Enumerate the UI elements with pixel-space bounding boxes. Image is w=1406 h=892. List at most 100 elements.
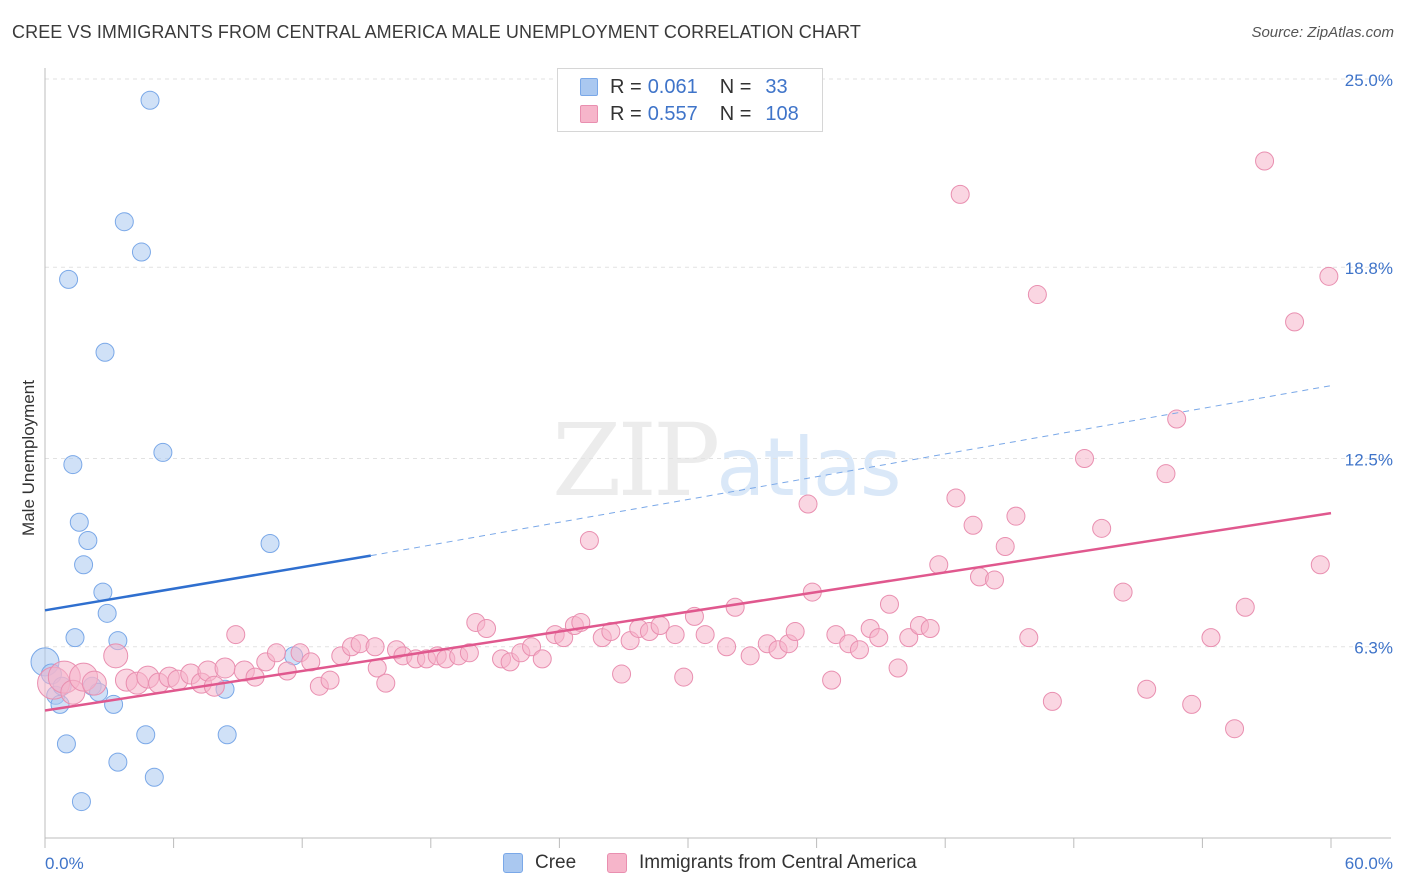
immigrants-point [717,637,737,657]
immigrants-point [477,619,497,639]
immigrants-point [522,637,542,657]
immigrants-point [785,622,805,642]
source-label: Source: ZipAtlas.com [1251,24,1394,41]
immigrants-point [320,670,340,690]
y-tick-label: 6.3% [1354,639,1393,658]
legend-row-cree: R = 0.061 N = 33 [580,74,788,100]
cree-trend-extension [370,385,1332,557]
cree-point [140,90,160,110]
immigrants-point [81,670,107,696]
cree-point [71,792,91,812]
cree-point [108,752,128,772]
cree-point [59,269,79,289]
legend-swatch-immigrants [607,853,627,873]
immigrants-point [579,530,599,550]
immigrants-point [459,643,479,663]
legend-n-label: N = [719,102,752,125]
legend-r-value: 0.061 [647,75,698,98]
immigrants-point [740,646,760,666]
cree-point [114,212,134,232]
immigrants-point [214,657,236,679]
legend-row-immigrants: R = 0.557 N = 108 [580,101,799,127]
immigrants-point [277,661,297,681]
immigrants-point [1319,266,1339,286]
immigrants-point [674,667,694,687]
y-tick-label: 25.0% [1345,71,1393,90]
immigrants-point [695,625,715,645]
immigrants-point [365,637,385,657]
immigrants-point [963,515,983,535]
cree-point [144,767,164,787]
cree-point [131,242,151,262]
immigrants-point [920,619,940,639]
legend-n-value: 108 [765,102,799,125]
legend-item-immigrants: Immigrants from Central America [607,852,917,874]
legend-r-value: 0.557 [647,102,698,125]
immigrants-point [869,628,889,648]
cree-point [153,442,173,462]
x-tick-label-max: 60.0% [1345,854,1393,873]
cree-point [136,725,156,745]
immigrants-trend-line [44,511,1332,712]
legend-item-cree: Cree [503,852,576,874]
immigrants-point [984,570,1004,590]
legend-n-value: 33 [765,75,788,98]
immigrants-point [879,594,899,614]
cree-point [217,725,237,745]
immigrants-point [226,625,246,645]
immigrants-point [849,640,869,660]
immigrants-point [266,643,286,663]
immigrants-point [950,184,970,204]
immigrants-point [1182,694,1202,714]
immigrants-point [822,670,842,690]
cree-point [65,628,85,648]
immigrants-point [665,625,685,645]
immigrants-point [1006,506,1026,526]
immigrants-point [798,494,818,514]
chart-title: CREE VS IMMIGRANTS FROM CENTRAL AMERICA … [12,22,861,42]
immigrants-point [1225,719,1245,739]
immigrants-point [1027,285,1047,305]
immigrants-point [899,628,919,648]
immigrants-point [929,555,949,575]
immigrants-point [1255,151,1275,171]
immigrants-point [1019,628,1039,648]
immigrants-point [1201,628,1221,648]
immigrants-point [1092,518,1112,538]
x-tick-label-min: 0.0% [45,854,84,873]
stats-legend: R = 0.061 N = 33 R = 0.557 N = 108 [557,68,823,132]
immigrants-point [1075,449,1095,468]
immigrants-point [1235,597,1255,617]
immigrants-point [1113,582,1133,602]
cree-point [260,534,280,554]
immigrants-point [1310,555,1330,575]
watermark-zip: ZIP [552,402,720,519]
legend-r-label: R = [610,75,642,98]
immigrants-point [376,673,396,693]
immigrants-point [888,658,908,678]
immigrants-point [1042,691,1062,711]
immigrants-point [532,649,552,669]
cree-trend-line [44,554,371,612]
immigrants-point [826,625,846,645]
cree-point [56,734,76,754]
cree-point [95,342,115,362]
cree-point [63,455,83,475]
immigrants-point [1167,409,1187,429]
legend-n-label: N = [719,75,752,98]
immigrants-point [1156,464,1176,484]
cree-point [69,512,89,532]
y-axis-label: Male Unemployment [19,380,38,536]
immigrants-point [946,488,966,508]
y-tick-label: 18.8% [1345,259,1393,278]
legend-r-label: R = [610,102,642,125]
immigrants-point [554,628,574,648]
immigrants-point [1137,679,1157,699]
immigrants-point [725,597,745,617]
immigrants-point [103,643,129,669]
legend-swatch-immigrants [580,105,598,123]
immigrants-point [1285,312,1305,332]
legend-swatch-cree [503,853,523,873]
legend-label-cree: Cree [535,852,577,873]
